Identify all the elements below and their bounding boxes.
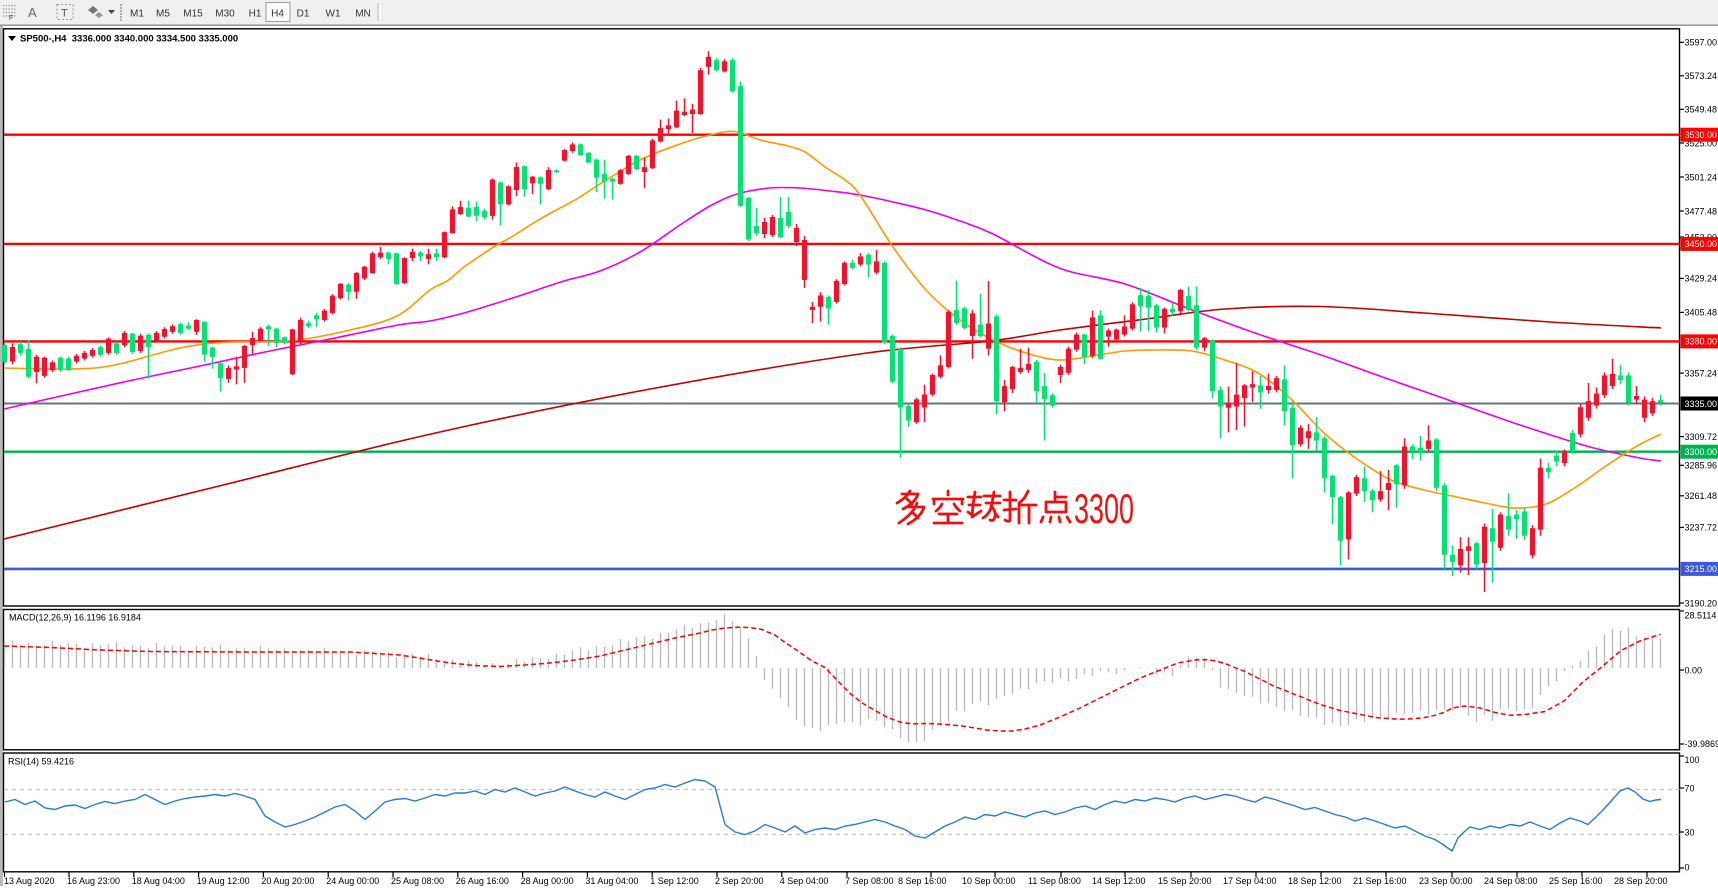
svg-text:16 Aug 23:00: 16 Aug 23:00 xyxy=(67,876,120,886)
svg-text:3549.48: 3549.48 xyxy=(1685,105,1718,115)
svg-text:3215.00: 3215.00 xyxy=(1685,564,1718,574)
svg-text:3300.00: 3300.00 xyxy=(1685,447,1718,457)
svg-text:18 Sep 12:00: 18 Sep 12:00 xyxy=(1288,876,1342,886)
svg-text:10 Sep 00:00: 10 Sep 00:00 xyxy=(962,876,1016,886)
svg-text:A: A xyxy=(28,5,37,20)
svg-text:M30: M30 xyxy=(215,9,235,20)
svg-text:1 Sep 12:00: 1 Sep 12:00 xyxy=(650,876,699,886)
svg-text:MN: MN xyxy=(355,9,371,20)
svg-text:3501.24: 3501.24 xyxy=(1685,172,1718,182)
svg-text:MACD(12,26,9) 16.1196 16.9184: MACD(12,26,9) 16.1196 16.9184 xyxy=(9,613,141,623)
svg-text:3309.72: 3309.72 xyxy=(1685,432,1718,442)
svg-text:3237.72: 3237.72 xyxy=(1685,523,1718,533)
svg-text:3530.00: 3530.00 xyxy=(1685,130,1718,140)
svg-text:M1: M1 xyxy=(130,9,144,20)
svg-text:7 Sep 08:00: 7 Sep 08:00 xyxy=(845,876,894,886)
svg-text:3380.00: 3380.00 xyxy=(1685,337,1718,347)
svg-text:H4: H4 xyxy=(271,9,284,20)
svg-text:24 Aug 00:00: 24 Aug 00:00 xyxy=(326,876,379,886)
svg-text:F: F xyxy=(9,15,13,22)
svg-text:3357.24: 3357.24 xyxy=(1685,368,1718,378)
svg-text:30: 30 xyxy=(1685,827,1695,837)
svg-text:3405.48: 3405.48 xyxy=(1685,308,1718,318)
svg-text:13 Aug 2020: 13 Aug 2020 xyxy=(4,876,55,886)
svg-text:20 Aug 20:00: 20 Aug 20:00 xyxy=(261,876,314,886)
svg-text:11 Sep 08:00: 11 Sep 08:00 xyxy=(1028,876,1081,886)
svg-text:0: 0 xyxy=(1685,862,1690,872)
svg-text:28.5114: 28.5114 xyxy=(1685,611,1717,621)
svg-text:3477.48: 3477.48 xyxy=(1685,206,1718,216)
svg-text:100: 100 xyxy=(1685,755,1700,765)
svg-text:14 Sep 12:00: 14 Sep 12:00 xyxy=(1092,876,1146,886)
svg-text:3429.24: 3429.24 xyxy=(1685,274,1718,284)
svg-text:2 Sep 20:00: 2 Sep 20:00 xyxy=(715,876,764,886)
svg-text:SP500-,H4 3336.000 3340.000 3: SP500-,H4 3336.000 3340.000 3334.500 333… xyxy=(20,34,238,45)
svg-text:3300: 3300 xyxy=(1074,485,1134,532)
svg-text:24 Sep 08:00: 24 Sep 08:00 xyxy=(1484,876,1538,886)
svg-text:D1: D1 xyxy=(297,9,310,20)
svg-text:28 Aug 00:00: 28 Aug 00:00 xyxy=(521,876,574,886)
svg-text:3190.20: 3190.20 xyxy=(1685,598,1718,608)
svg-text:3261.48: 3261.48 xyxy=(1685,491,1718,501)
svg-text:-39.9869: -39.9869 xyxy=(1685,739,1718,749)
svg-text:4 Sep 04:00: 4 Sep 04:00 xyxy=(780,876,829,886)
svg-text:3525.00: 3525.00 xyxy=(1685,138,1718,148)
svg-text:28 Sep 20:00: 28 Sep 20:00 xyxy=(1614,876,1668,886)
svg-text:15 Sep 20:00: 15 Sep 20:00 xyxy=(1158,876,1212,886)
svg-text:RSI(14) 59.4216: RSI(14) 59.4216 xyxy=(8,757,74,767)
svg-text:3573.24: 3573.24 xyxy=(1685,71,1718,81)
svg-text:T: T xyxy=(61,8,68,20)
svg-text:3335.00: 3335.00 xyxy=(1685,399,1718,409)
svg-text:31 Aug 04:00: 31 Aug 04:00 xyxy=(585,876,638,886)
svg-text:18 Aug 04:00: 18 Aug 04:00 xyxy=(132,876,185,886)
svg-text:M15: M15 xyxy=(183,9,203,20)
svg-text:W1: W1 xyxy=(326,9,341,20)
svg-text:M5: M5 xyxy=(156,9,170,20)
svg-text:8 Sep 16:00: 8 Sep 16:00 xyxy=(898,876,947,886)
svg-text:H1: H1 xyxy=(249,9,262,20)
svg-text:21 Sep 16:00: 21 Sep 16:00 xyxy=(1353,876,1407,886)
svg-text:25 Sep 16:00: 25 Sep 16:00 xyxy=(1549,876,1603,886)
svg-text:26 Aug 16:00: 26 Aug 16:00 xyxy=(456,876,509,886)
svg-text:0.00: 0.00 xyxy=(1685,665,1703,675)
svg-text:23 Sep 00:00: 23 Sep 00:00 xyxy=(1419,876,1473,886)
svg-text:70: 70 xyxy=(1685,783,1695,793)
svg-text:3285.96: 3285.96 xyxy=(1685,461,1718,471)
svg-text:25 Aug 08:00: 25 Aug 08:00 xyxy=(391,876,444,886)
svg-text:3450.00: 3450.00 xyxy=(1685,239,1718,249)
svg-text:3597.00: 3597.00 xyxy=(1685,38,1718,48)
svg-text:19 Aug 12:00: 19 Aug 12:00 xyxy=(197,876,250,886)
svg-text:17 Sep 04:00: 17 Sep 04:00 xyxy=(1223,876,1277,886)
